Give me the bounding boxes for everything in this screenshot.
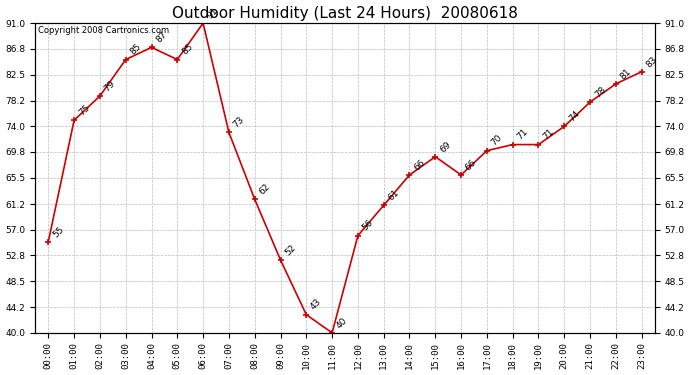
- Text: 85: 85: [180, 42, 195, 57]
- Text: 40: 40: [335, 316, 349, 330]
- Text: 71: 71: [515, 127, 530, 142]
- Text: 61: 61: [386, 188, 401, 202]
- Text: 69: 69: [438, 140, 453, 154]
- Text: 74: 74: [567, 109, 582, 124]
- Text: 79: 79: [103, 79, 117, 93]
- Text: 71: 71: [541, 127, 555, 142]
- Text: Copyright 2008 Cartronics.com: Copyright 2008 Cartronics.com: [39, 26, 170, 35]
- Text: 43: 43: [309, 297, 324, 312]
- Text: 55: 55: [51, 225, 66, 239]
- Text: 81: 81: [619, 67, 633, 81]
- Text: 66: 66: [413, 158, 427, 172]
- Text: 62: 62: [257, 182, 272, 196]
- Text: 87: 87: [155, 30, 169, 45]
- Text: 75: 75: [77, 103, 91, 117]
- Text: 56: 56: [361, 218, 375, 233]
- Text: 83: 83: [644, 54, 659, 69]
- Text: 85: 85: [128, 42, 143, 57]
- Text: 73: 73: [232, 115, 246, 130]
- Text: 70: 70: [490, 134, 504, 148]
- Text: 52: 52: [284, 243, 297, 257]
- Text: 91: 91: [206, 6, 220, 20]
- Title: Outdoor Humidity (Last 24 Hours)  20080618: Outdoor Humidity (Last 24 Hours) 2008061…: [172, 6, 518, 21]
- Text: 66: 66: [464, 158, 478, 172]
- Text: 78: 78: [593, 85, 607, 99]
